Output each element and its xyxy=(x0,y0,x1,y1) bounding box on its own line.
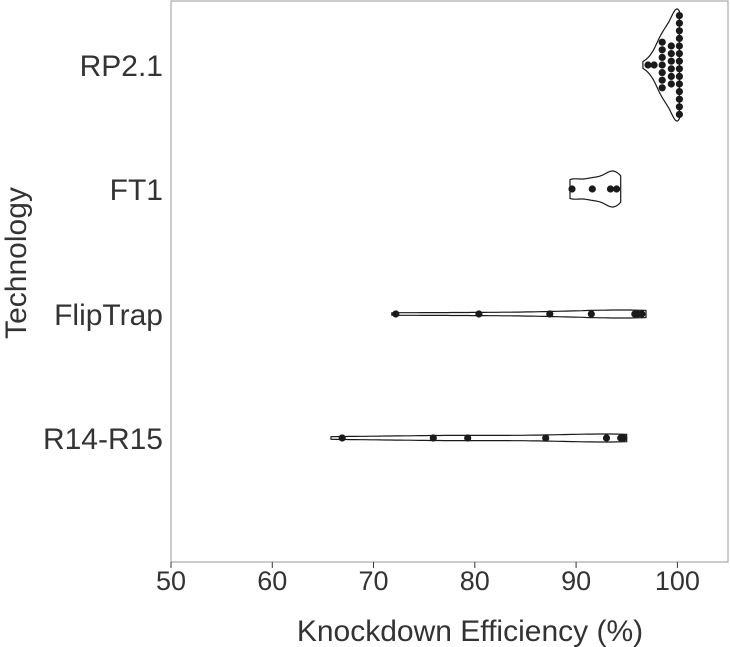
data-point xyxy=(675,19,684,27)
y-axis-labels: RP2.1 FT1 FlipTrap R14-R15 xyxy=(43,50,163,456)
data-point xyxy=(675,34,684,43)
data-point xyxy=(675,80,684,88)
violin-rp2-1 xyxy=(642,8,680,122)
data-point xyxy=(429,434,437,442)
violins-layer xyxy=(330,8,680,443)
data-point xyxy=(464,434,472,442)
data-point xyxy=(667,50,675,58)
data-point xyxy=(658,69,666,77)
data-point xyxy=(542,434,550,442)
points-layer xyxy=(338,12,684,442)
category-label: R14-R15 xyxy=(43,423,163,456)
data-point xyxy=(675,50,684,58)
data-point xyxy=(638,310,646,318)
data-point xyxy=(667,42,675,50)
data-point xyxy=(602,434,611,442)
data-point xyxy=(675,95,684,103)
data-point xyxy=(475,310,483,318)
data-point xyxy=(675,12,684,20)
data-point xyxy=(620,434,628,442)
data-point xyxy=(675,110,684,118)
data-point xyxy=(675,65,684,73)
data-point xyxy=(658,46,666,54)
data-point xyxy=(338,434,346,442)
x-axis: 50 60 70 80 90 100 xyxy=(156,562,700,596)
data-point xyxy=(658,84,666,92)
x-tick-label: 70 xyxy=(359,566,389,596)
category-label: FT1 xyxy=(110,174,163,207)
data-point xyxy=(587,310,595,318)
data-point xyxy=(667,65,675,73)
data-point xyxy=(588,185,596,193)
data-point xyxy=(675,72,684,80)
y-axis-title: Technology xyxy=(0,187,33,339)
data-point xyxy=(675,57,684,65)
data-point xyxy=(613,185,621,193)
data-point xyxy=(644,61,652,69)
data-point xyxy=(546,310,554,318)
x-tick-label: 90 xyxy=(561,566,591,596)
x-tick-label: 80 xyxy=(460,566,490,596)
data-point xyxy=(667,72,675,80)
data-point xyxy=(667,57,675,65)
data-point xyxy=(658,38,666,46)
data-point xyxy=(675,42,684,50)
category-label: RP2.1 xyxy=(80,50,163,83)
category-label: FlipTrap xyxy=(54,299,163,332)
x-tick-label: 60 xyxy=(257,566,287,596)
data-point xyxy=(675,88,684,96)
data-point xyxy=(650,61,658,69)
violin-fliptrap xyxy=(391,309,647,319)
x-tick-label: 50 xyxy=(156,566,186,596)
violin-ft1 xyxy=(569,170,622,208)
x-axis-title: Knockdown Efficiency (%) xyxy=(297,615,643,647)
x-tick-label: 100 xyxy=(655,566,700,596)
data-point xyxy=(392,310,400,318)
data-point xyxy=(658,61,666,69)
data-point xyxy=(675,27,684,35)
data-point xyxy=(658,76,666,84)
data-point xyxy=(658,53,666,62)
violin-r14-r15 xyxy=(330,433,628,443)
data-point xyxy=(675,103,684,111)
data-point xyxy=(568,185,576,193)
data-point xyxy=(667,80,675,88)
data-point xyxy=(606,185,615,193)
plot-frame xyxy=(170,0,729,563)
